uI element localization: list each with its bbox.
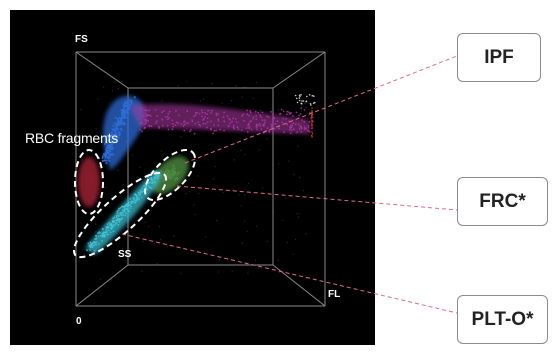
callout-frc: FRC*: [457, 177, 548, 226]
fs-axis-label: FS: [75, 34, 88, 45]
plot-background: [10, 10, 375, 345]
ss-axis-label: SS: [118, 249, 132, 260]
plt-o-gate: [72, 171, 168, 259]
origin-label: 0: [76, 316, 82, 327]
scattergram-panel: FS FL SS 0 RBC fragments: [10, 10, 375, 345]
scattergram-3d: [10, 10, 375, 345]
rbc-fragments-gate: [74, 149, 104, 215]
callout-ipf: IPF: [457, 33, 541, 82]
callout-plt-o: PLT-O*: [457, 295, 548, 344]
box-depth-edge-tl: [75, 51, 129, 89]
rbc-fragments-label: RBC fragments: [25, 130, 119, 146]
rbc-cluster-shape: [102, 95, 146, 170]
fl-axis-label: FL: [328, 289, 341, 300]
ss-axis-line: [75, 264, 129, 307]
